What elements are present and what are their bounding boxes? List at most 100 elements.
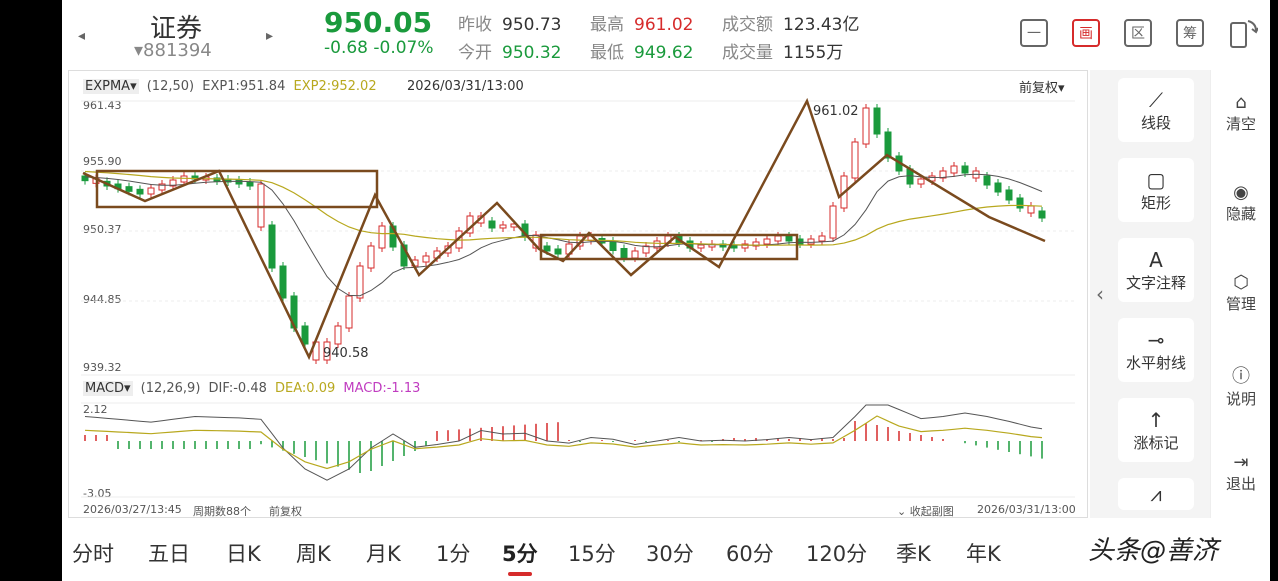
- up-mark-tool[interactable]: ↑ 涨标记: [1118, 398, 1194, 462]
- expma-params: (12,50): [146, 79, 195, 94]
- tab-quarterly[interactable]: 季K: [896, 542, 931, 566]
- turnover-volume: 成交量 1155万: [722, 43, 844, 63]
- macd-value: MACD:-1.13: [343, 381, 421, 396]
- exp1-value: EXP1:951.84: [202, 79, 286, 94]
- candle: [543, 245, 551, 252]
- expma-selector[interactable]: EXPMA▾: [83, 79, 139, 94]
- exp2-line: [84, 170, 1043, 246]
- tab-weekly[interactable]: 周K: [296, 542, 331, 566]
- up-arrow-icon: ↑: [1147, 407, 1165, 432]
- tab-intraday[interactable]: 分时: [72, 542, 114, 566]
- candle: [180, 175, 188, 183]
- candle: [334, 325, 342, 345]
- tab-monthly[interactable]: 月K: [366, 542, 401, 566]
- text-note-tool[interactable]: A 文字注释: [1118, 238, 1194, 302]
- range-tool-button[interactable]: 区: [1124, 19, 1152, 47]
- tab-30min[interactable]: 30分: [646, 542, 694, 566]
- cursor-datetime: 2026/03/31/13:00: [407, 79, 524, 94]
- drawing-side-actions: ⌂ 清空 ◉ 隐藏 ⬡ 管理 ⓘ 说明 ⇥ 退出: [1210, 70, 1270, 518]
- watermark: 头条@善济: [1088, 536, 1219, 566]
- end-time: 2026/03/31/13:00: [977, 503, 1076, 516]
- chip-tool-button[interactable]: 筹: [1176, 19, 1204, 47]
- tab-5min[interactable]: 5分: [502, 542, 538, 566]
- prev-stock-arrow-icon[interactable]: ◂: [78, 28, 86, 44]
- dif-value: DIF:-0.48: [208, 381, 267, 396]
- tab-120min[interactable]: 120分: [806, 542, 868, 566]
- candle: [807, 238, 815, 245]
- low-mark-label: 940.58: [323, 346, 369, 361]
- candle: [994, 182, 1002, 193]
- macd-legend: MACD▾ (12,26,9) DIF:-0.48 DEA:0.09 MACD:…: [83, 381, 424, 396]
- candle: [1005, 189, 1013, 201]
- text-note-label: 文字注释: [1125, 273, 1186, 292]
- adjust-label: 前复权: [269, 505, 302, 518]
- drawn-wave-line[interactable]: [82, 97, 1046, 361]
- line-tool-button[interactable]: 一: [1020, 19, 1048, 47]
- collapse-panel-icon[interactable]: ‹: [1096, 282, 1104, 306]
- adjust-selector[interactable]: 前复权▾: [1019, 81, 1065, 96]
- candle: [763, 238, 771, 245]
- high-mark-label: 961.02: [813, 104, 859, 119]
- collapse-subchart-label: 收起副图: [909, 505, 954, 518]
- dea-value: DEA:0.09: [275, 381, 336, 396]
- candle: [125, 186, 133, 192]
- pattern-icon: ⩘: [1150, 482, 1162, 506]
- candlestick-chart[interactable]: 961.02 940.58: [69, 97, 1087, 397]
- exit-label: 退出: [1225, 475, 1256, 493]
- macd-chart[interactable]: [69, 401, 1087, 501]
- collapse-subchart-button[interactable]: ⌄ 收起副图: [897, 503, 954, 519]
- user-drawings[interactable]: [82, 97, 1046, 361]
- stock-code[interactable]: ▾881394: [134, 40, 212, 61]
- price-change: -0.68 -0.07%: [324, 38, 434, 58]
- rotate-screen-icon[interactable]: [1228, 17, 1259, 49]
- macd-selector[interactable]: MACD▾: [83, 381, 133, 396]
- candle: [488, 220, 496, 229]
- candle: [884, 131, 892, 159]
- dif-line: [84, 404, 1043, 481]
- tab-five-day[interactable]: 五日: [148, 542, 190, 566]
- candle: [939, 170, 947, 179]
- kline-chart-panel[interactable]: EXPMA▾ (12,50) EXP1:951.84 EXP2:952.02 2…: [68, 70, 1088, 518]
- candle: [81, 175, 89, 182]
- horizontal-ray-tool[interactable]: ⊸ 水平射线: [1118, 318, 1194, 382]
- help-button[interactable]: ⓘ 说明: [1211, 362, 1271, 409]
- segment-tool[interactable]: ⟋ 线段: [1118, 78, 1194, 142]
- exit-icon: ⇥: [1233, 452, 1249, 473]
- candle: [697, 244, 705, 249]
- hide-label: 隐藏: [1225, 205, 1256, 223]
- pattern-tool[interactable]: ⩘: [1118, 478, 1194, 510]
- rectangle-label: 矩形: [1140, 193, 1171, 212]
- draw-tool-button[interactable]: 画: [1072, 19, 1100, 47]
- eye-icon: ◉: [1233, 182, 1249, 203]
- exit-button[interactable]: ⇥ 退出: [1211, 452, 1271, 494]
- expma-legend: EXPMA▾ (12,50) EXP1:951.84 EXP2:952.02: [83, 79, 381, 94]
- horizontal-ray-label: 水平射线: [1125, 353, 1186, 372]
- clear-button[interactable]: ⌂ 清空: [1211, 92, 1271, 134]
- exp1-line: [84, 173, 1043, 297]
- tab-yearly[interactable]: 年K: [966, 542, 1001, 566]
- candle: [620, 248, 628, 259]
- hide-button[interactable]: ◉ 隐藏: [1211, 182, 1271, 224]
- candle: [785, 235, 793, 242]
- candle: [345, 295, 353, 329]
- next-stock-arrow-icon[interactable]: ▸: [266, 28, 274, 44]
- current-price: 950.05: [324, 6, 433, 39]
- drawn-rectangle-middle[interactable]: [539, 233, 799, 261]
- tab-15min[interactable]: 15分: [568, 542, 616, 566]
- candle: [554, 248, 562, 255]
- rectangle-tool[interactable]: ▢ 矩形: [1118, 158, 1194, 222]
- manage-button[interactable]: ⬡ 管理: [1211, 272, 1271, 314]
- candle: [499, 224, 507, 229]
- gear-icon: ⬡: [1233, 272, 1249, 293]
- candle: [609, 240, 617, 251]
- macd-y-top: 2.12: [83, 403, 108, 416]
- y-label-top: 961.43: [83, 99, 122, 112]
- tab-daily[interactable]: 日K: [226, 542, 261, 566]
- prev-close: 昨收 950.73: [458, 15, 562, 35]
- y-label-mid: 950.37: [83, 223, 122, 236]
- candle: [422, 255, 430, 263]
- candle: [873, 107, 881, 135]
- tab-1min[interactable]: 1分: [436, 542, 471, 566]
- quote-header: ◂ 证券 ▾881394 ▸ 950.05 -0.68 -0.07% 昨收 950…: [62, 0, 1270, 70]
- tab-60min[interactable]: 60分: [726, 542, 774, 566]
